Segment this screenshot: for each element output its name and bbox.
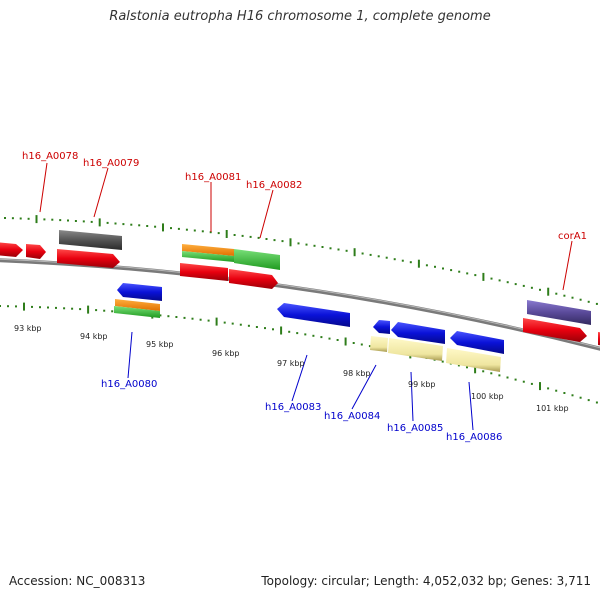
tick-label-99kbp: 99 kbp [408,380,436,389]
gene-arrow-red[interactable] [523,318,587,342]
gene-arrow-blue[interactable] [450,331,504,354]
gene-box-yellow[interactable] [370,336,388,352]
tick-label-94kbp: 94 kbp [80,332,108,341]
bottom-leader-lines [127,331,474,431]
gene-orange-segment[interactable] [115,299,160,311]
gene-label-h16-a0080[interactable]: h16_A0080 [101,379,157,390]
gene-green-segment[interactable] [114,306,160,318]
gene-label-h16-a0083[interactable]: h16_A0083 [265,402,321,413]
gene-arrow-blue[interactable] [373,320,390,334]
tick-label-101kbp: 101 kbp [536,404,569,413]
tick-label-95kbp: 95 kbp [146,340,174,349]
gene-label-h16-a0084[interactable]: h16_A0084 [324,411,380,422]
gene-box-purple[interactable] [527,300,591,325]
gene-arrow-blue[interactable] [391,322,445,344]
gene-arrow-red[interactable] [229,269,278,289]
gene-label-h16-a0079[interactable]: h16_A0079 [83,158,139,169]
gene-box-grey[interactable] [59,230,122,250]
gene-arrow-blue[interactable] [277,303,350,327]
map-title: Ralstonia eutropha H16 chromosome 1, com… [109,9,491,24]
gene-box-yellow[interactable] [388,338,443,361]
gene-label-h16-a0082[interactable]: h16_A0082 [246,180,302,191]
tick-label-100kbp: 100 kbp [471,392,504,401]
tick-label-93kbp: 93 kbp [14,324,42,333]
gene-label-h16-a0086[interactable]: h16_A0086 [446,432,502,443]
gene-label-h16-a0085[interactable]: h16_A0085 [387,423,443,434]
genome-summary-text: Topology: circular; Length: 4,052,032 bp… [261,574,591,588]
gene-green-segment[interactable] [182,251,234,262]
tick-label-97kbp: 97 kbp [277,359,305,368]
gene-label-h16-a0081[interactable]: h16_A0081 [185,172,241,183]
gene-arrow-blue[interactable] [117,283,162,301]
top-leader-lines [39,162,573,291]
gene-arrow-red[interactable] [0,242,23,257]
gene-box-yellow[interactable] [446,348,501,372]
top-scale-line [4,215,598,305]
gene-arrow-red[interactable] [180,263,228,281]
gene-orange-segment[interactable] [182,244,234,256]
tick-label-96kbp: 96 kbp [212,349,240,358]
gene-label-cora1[interactable]: corA1 [558,231,587,242]
tick-label-98kbp: 98 kbp [343,369,371,378]
accession-text: Accession: NC_008313 [9,574,146,588]
gene-label-h16-a0078[interactable]: h16_A0078 [22,151,78,162]
gene-arrow-red[interactable] [26,244,46,259]
gene-green-segment[interactable] [234,249,280,270]
gene-arrow-red[interactable] [57,249,120,268]
